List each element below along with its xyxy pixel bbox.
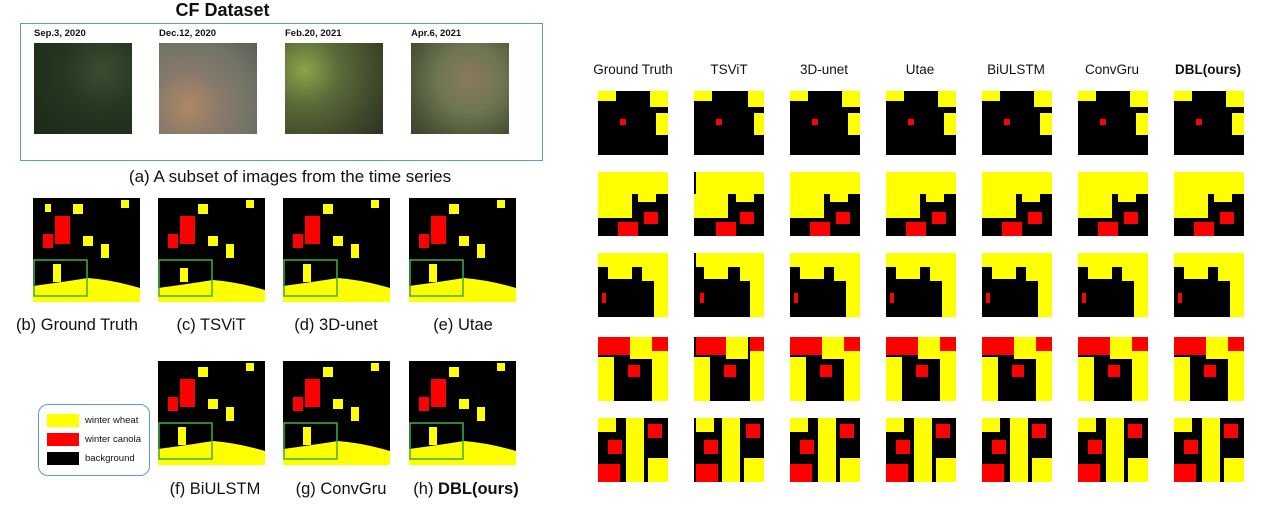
result-map-row4-tsvit — [694, 337, 766, 401]
satellite-image-1 — [34, 43, 132, 134]
result-map-row4-dbl — [1174, 337, 1244, 401]
wheat-swatch — [47, 414, 79, 427]
legend-item-background: background — [47, 451, 135, 466]
result-map-row5-tsvit — [694, 418, 764, 482]
col-header-tsvit: TSViT — [710, 62, 748, 77]
map-biulstm — [158, 361, 265, 465]
result-map-row3-biulstm — [982, 253, 1052, 317]
caption-b: (b) Ground Truth — [16, 316, 138, 334]
map-ground-truth — [33, 198, 140, 302]
dataset-title: CF Dataset — [175, 0, 270, 20]
map-3d-unet — [283, 198, 390, 302]
canola-swatch — [47, 433, 79, 446]
result-map-row1-convgru — [1078, 91, 1148, 155]
result-map-row2-convgru — [1078, 172, 1148, 236]
result-map-row2-3d-unet — [790, 172, 860, 236]
caption-d: (d) 3D-unet — [294, 316, 378, 334]
result-map-row1-dbl — [1174, 91, 1244, 155]
result-map-row4-biulstm — [982, 337, 1052, 401]
map-utae — [409, 198, 516, 302]
result-map-row5-3d-unet — [790, 418, 860, 482]
result-map-row4-convgru — [1078, 337, 1148, 401]
col-header-convgru: ConvGru — [1084, 62, 1140, 77]
caption-e: (e) Utae — [433, 316, 493, 334]
background-swatch — [47, 452, 79, 465]
legend: winter wheat winter canola background — [38, 404, 150, 476]
caption-h: (h) DBL(ours) — [413, 480, 519, 498]
result-map-row4-utae — [886, 337, 956, 401]
result-map-row2-utae — [886, 172, 956, 236]
col-header-3d-unet: 3D-unet — [799, 62, 849, 77]
result-map-row3-tsvit — [694, 253, 766, 317]
result-map-row2-tsvit — [694, 172, 766, 236]
result-map-row3-utae — [886, 253, 956, 317]
result-map-row2-ground-truth — [598, 172, 668, 236]
result-map-row2-dbl — [1174, 172, 1244, 236]
result-map-row1-ground-truth — [598, 91, 668, 155]
result-map-row5-ground-truth — [598, 418, 668, 482]
dataset-frame — [20, 23, 543, 161]
result-map-row2-biulstm — [982, 172, 1052, 236]
map-convgru — [283, 361, 390, 465]
map-tsvit — [158, 198, 265, 302]
col-header-ground-truth: Ground Truth — [593, 62, 673, 77]
date-label-2: Dec.12, 2020 — [159, 28, 217, 39]
satellite-image-4 — [411, 43, 509, 134]
legend-item-canola: winter canola — [47, 432, 141, 447]
caption-g: (g) ConvGru — [295, 480, 387, 498]
caption-c: (c) TSViT — [176, 316, 246, 334]
result-map-row1-biulstm — [982, 91, 1052, 155]
result-map-row3-3d-unet — [790, 253, 860, 317]
col-header-utae: Utae — [905, 62, 935, 77]
satellite-image-2 — [159, 43, 257, 134]
legend-item-wheat: winter wheat — [47, 413, 138, 428]
result-map-row3-ground-truth — [598, 253, 668, 317]
result-map-row4-3d-unet — [790, 337, 860, 401]
col-header-dbl: DBL(ours) — [1175, 62, 1241, 77]
caption-f: (f) BiULSTM — [169, 480, 261, 498]
result-map-row5-biulstm — [982, 418, 1052, 482]
date-label-1: Sep.3, 2020 — [34, 28, 86, 39]
caption-a: (a) A subset of images from the time ser… — [128, 167, 452, 186]
date-label-4: Apr.6, 2021 — [411, 28, 462, 39]
result-map-row3-dbl — [1174, 253, 1244, 317]
result-map-row5-convgru — [1078, 418, 1148, 482]
result-map-row5-dbl — [1174, 418, 1244, 482]
result-map-row1-utae — [886, 91, 956, 155]
result-map-row4-ground-truth — [598, 337, 668, 401]
result-map-row1-3d-unet — [790, 91, 860, 155]
map-dbl — [409, 361, 516, 465]
result-map-row3-convgru — [1078, 253, 1148, 317]
result-map-row5-utae — [886, 418, 956, 482]
date-label-3: Feb.20, 2021 — [285, 28, 342, 39]
result-map-row1-tsvit — [694, 91, 766, 155]
satellite-image-3 — [285, 43, 383, 134]
col-header-biulstm: BiULSTM — [987, 62, 1045, 77]
